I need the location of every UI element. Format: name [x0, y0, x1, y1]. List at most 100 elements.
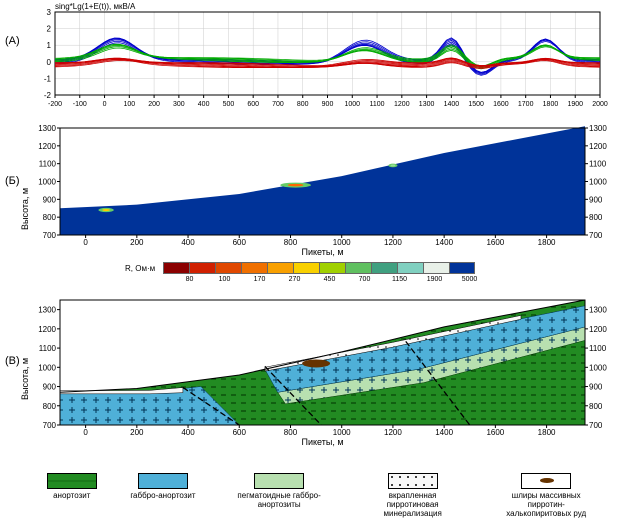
svg-text:0: 0 — [103, 101, 107, 108]
svg-text:1900: 1900 — [567, 101, 583, 108]
svg-text:800: 800 — [589, 213, 603, 222]
svg-text:900: 900 — [589, 195, 603, 204]
panel-a-label: (А) — [5, 35, 20, 47]
svg-text:1500: 1500 — [468, 101, 484, 108]
svg-text:sing*Lg(1+E(t)), мкВ/А: sing*Lg(1+E(t)), мкВ/А — [55, 2, 136, 11]
panel-a: sing*Lg(1+E(t)), мкВ/А -2 -1 0 1 2 3 -200 -100 0 1… — [30, 0, 613, 115]
svg-text:1200: 1200 — [589, 142, 607, 151]
svg-text:1600: 1600 — [486, 238, 504, 247]
svg-text:200: 200 — [130, 238, 144, 247]
panel-c-chart: 700 700 800 800 900 900 1000 1000 1100 1100 1200 12… — [30, 295, 613, 455]
svg-text:1100: 1100 — [589, 344, 607, 353]
svg-text:1200: 1200 — [589, 325, 607, 334]
svg-text:1700: 1700 — [518, 101, 534, 108]
svg-text:300: 300 — [173, 101, 185, 108]
svg-text:Пикеты, м: Пикеты, м — [301, 247, 343, 257]
svg-text:1600: 1600 — [486, 428, 504, 437]
svg-text:1300: 1300 — [38, 306, 56, 315]
svg-text:900: 900 — [43, 195, 57, 204]
svg-text:1800: 1800 — [543, 101, 559, 108]
colorbar-label: R, Ом·м — [125, 264, 155, 273]
panel-c-ytitle: Высота, м — [20, 358, 30, 400]
svg-text:1300: 1300 — [419, 101, 435, 108]
svg-text:1000: 1000 — [38, 178, 56, 187]
panel-b-chart: 700 700 800 800 900 900 1000 1000 1100 1100 1200 12… — [30, 123, 613, 258]
geology-legend: анортозит габбро-анортозит пегматоидные … — [30, 473, 613, 518]
svg-text:700: 700 — [43, 231, 57, 240]
svg-text:200: 200 — [148, 101, 160, 108]
svg-text:800: 800 — [284, 238, 298, 247]
svg-text:1000: 1000 — [38, 363, 56, 372]
svg-text:1800: 1800 — [538, 428, 556, 437]
svg-text:400: 400 — [181, 428, 195, 437]
svg-text:600: 600 — [247, 101, 259, 108]
svg-text:1000: 1000 — [333, 238, 351, 247]
svg-text:0: 0 — [47, 58, 52, 67]
svg-text:-100: -100 — [73, 101, 87, 108]
svg-text:Пикеты, м: Пикеты, м — [301, 437, 343, 447]
svg-text:1400: 1400 — [444, 101, 460, 108]
panel-b: 700 700 800 800 900 900 1000 1000 1100 1100 1200 12… — [30, 123, 613, 258]
svg-text:1200: 1200 — [394, 101, 410, 108]
svg-text:1100: 1100 — [370, 101, 385, 108]
svg-text:2: 2 — [47, 25, 52, 34]
svg-text:700: 700 — [589, 231, 603, 240]
svg-text:400: 400 — [198, 101, 210, 108]
svg-text:1200: 1200 — [384, 428, 402, 437]
svg-text:100: 100 — [123, 101, 135, 108]
svg-text:700: 700 — [272, 101, 284, 108]
svg-text:900: 900 — [589, 383, 603, 392]
svg-text:1100: 1100 — [589, 160, 607, 169]
svg-text:1100: 1100 — [39, 160, 57, 169]
legend-gabbro: габбро-анортозит — [130, 473, 195, 500]
svg-text:1000: 1000 — [333, 428, 351, 437]
panel-b-ytitle: Высота, м — [20, 188, 30, 230]
svg-text:2000: 2000 — [592, 101, 608, 108]
svg-text:400: 400 — [181, 238, 195, 247]
svg-text:700: 700 — [589, 421, 603, 430]
svg-text:1200: 1200 — [384, 238, 402, 247]
svg-text:800: 800 — [43, 402, 57, 411]
svg-text:800: 800 — [589, 402, 603, 411]
svg-text:500: 500 — [223, 101, 235, 108]
svg-text:1300: 1300 — [589, 306, 607, 315]
colorbar-ticks: 80100170270450700115019005000 — [172, 276, 487, 283]
svg-text:3: 3 — [47, 8, 52, 17]
legend-ore: шлиры массивных пирротин-халькопиритовых… — [496, 473, 596, 518]
svg-text:200: 200 — [130, 428, 144, 437]
panel-c: 700 700 800 800 900 900 1000 1000 1100 1100 1200 12… — [30, 295, 613, 455]
svg-text:600: 600 — [233, 428, 247, 437]
svg-text:1400: 1400 — [435, 428, 453, 437]
svg-text:900: 900 — [322, 101, 334, 108]
legend-pegmatoid: пегматоидные габбро-анортозиты — [229, 473, 329, 509]
svg-text:0: 0 — [83, 428, 88, 437]
svg-text:-200: -200 — [48, 101, 62, 108]
svg-text:800: 800 — [297, 101, 309, 108]
svg-text:1200: 1200 — [38, 325, 56, 334]
svg-text:1600: 1600 — [493, 101, 509, 108]
svg-text:700: 700 — [43, 421, 57, 430]
svg-text:1300: 1300 — [38, 124, 56, 133]
svg-text:1300: 1300 — [589, 124, 607, 133]
panel-a-chart: sing*Lg(1+E(t)), мкВ/А -2 -1 0 1 2 3 -200 -100 0 1… — [30, 0, 613, 115]
svg-text:-2: -2 — [44, 91, 52, 100]
svg-text:1000: 1000 — [589, 363, 607, 372]
svg-text:0: 0 — [83, 238, 88, 247]
svg-text:1: 1 — [47, 41, 52, 50]
svg-text:-1: -1 — [44, 74, 52, 83]
svg-text:800: 800 — [284, 428, 298, 437]
svg-text:800: 800 — [43, 213, 57, 222]
colorbar: R, Ом·м — [125, 262, 475, 274]
legend-anorthosite: анортозит — [47, 473, 97, 500]
panel-b-label: (Б) — [5, 175, 20, 187]
svg-text:1100: 1100 — [39, 344, 57, 353]
svg-text:900: 900 — [43, 383, 57, 392]
svg-text:1800: 1800 — [538, 238, 556, 247]
svg-text:1400: 1400 — [435, 238, 453, 247]
svg-text:1000: 1000 — [589, 178, 607, 187]
svg-text:1000: 1000 — [344, 101, 360, 108]
legend-pyrrhotite: вкрапленная пирротиновая минерализация — [363, 473, 463, 518]
panel-c-label: (В) — [5, 355, 20, 367]
svg-text:1200: 1200 — [38, 142, 56, 151]
svg-text:600: 600 — [233, 238, 247, 247]
